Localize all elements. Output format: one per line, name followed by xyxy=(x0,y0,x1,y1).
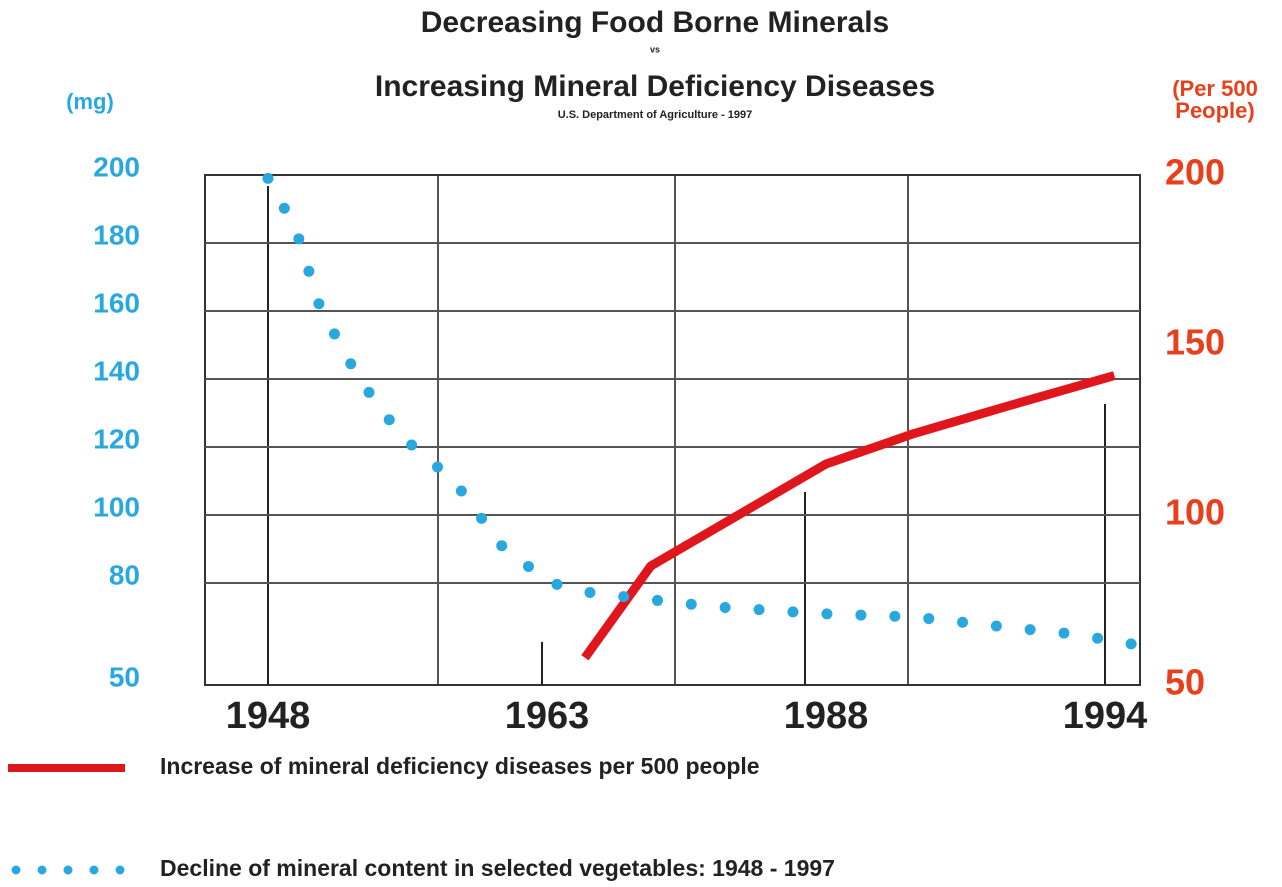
x-tick-label: 1948 xyxy=(226,695,311,737)
x-tick-label: 1963 xyxy=(505,695,590,737)
y-tick-label: 120 xyxy=(93,423,140,454)
vertical-grid xyxy=(437,175,909,685)
y2-axis-label: People) xyxy=(1175,98,1254,123)
series-line xyxy=(581,371,1116,661)
title-joiner: vs xyxy=(650,44,660,54)
y2-axis-label: (Per 500 xyxy=(1172,76,1258,101)
legend-label: Decline of mineral content in selected v… xyxy=(160,855,835,881)
y2-tick-label: 50 xyxy=(1165,662,1205,703)
chart-subtitle: U.S. Department of Agriculture - 1997 xyxy=(558,109,753,121)
y-tick-label: 160 xyxy=(93,287,140,318)
y-axis-label: (mg) xyxy=(66,89,114,114)
plot-frame xyxy=(204,174,1141,686)
y-tick-label: 140 xyxy=(93,355,140,386)
chart-title-line2: Increasing Mineral Deficiency Diseases xyxy=(375,70,935,103)
y2-tick-label: 150 xyxy=(1165,322,1225,363)
y-tick-label: 100 xyxy=(93,491,140,522)
y2-tick-label: 100 xyxy=(1165,492,1225,533)
pointer-arrows xyxy=(267,186,1106,685)
y-tick-label: 80 xyxy=(109,559,140,590)
x-tick-label: 1988 xyxy=(784,695,869,737)
y2-tick-label: 200 xyxy=(1165,152,1225,193)
y-tick-label: 50 xyxy=(109,661,140,692)
y-tick-label: 200 xyxy=(93,151,140,182)
y-tick-label: 180 xyxy=(93,219,140,250)
x-tick-label: 1994 xyxy=(1063,695,1148,737)
series-line xyxy=(262,172,1139,650)
chart-title: Decreasing Food Borne Minerals xyxy=(421,6,889,39)
legend-label: Increase of mineral deficiency diseases … xyxy=(160,753,760,779)
